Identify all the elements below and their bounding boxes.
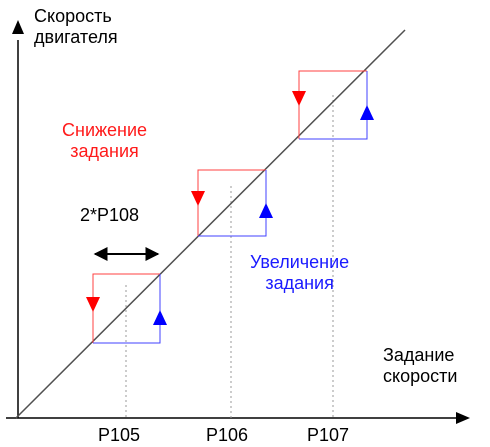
speed-diagonal (15, 29, 406, 419)
y-axis-label-line1: Скорость (34, 6, 112, 26)
y-axis-label: Скорость двигателя (34, 6, 118, 47)
decrease-path-2 (197, 169, 266, 236)
increase-path-1 (93, 274, 161, 344)
up-arrow-icon (360, 105, 374, 120)
tick-label-p107: P107 (307, 425, 350, 445)
y-axis-label-line2: двигателя (34, 26, 118, 47)
decrease-label-line1: Снижение (62, 120, 148, 140)
down-arrow-icon (86, 297, 100, 312)
x-axis-label-line2: скорости (383, 365, 458, 386)
increase-label: Увеличение задания (250, 252, 349, 293)
x-axis-label-line1: Задание (383, 345, 455, 365)
decrease-label-line2: задания (70, 140, 139, 161)
tick-label-p106: P106 (206, 425, 249, 445)
increase-label-line1: Увеличение (250, 252, 350, 272)
up-arrow-icon (259, 203, 273, 218)
x-axis-arrow-icon (456, 412, 470, 424)
decrease-path-3 (298, 70, 367, 139)
up-arrow-icon (153, 310, 167, 325)
increase-path-3 (299, 71, 368, 140)
decrease-path-1 (92, 273, 160, 343)
tick-label-p105: P105 (98, 425, 141, 445)
hysteresis-label: 2*P108 (80, 205, 140, 225)
x-axis-label: Задание скорости (383, 345, 457, 386)
down-arrow-icon (292, 91, 306, 106)
increase-path-2 (198, 170, 267, 237)
down-arrow-icon (191, 191, 205, 206)
increase-label-line2: задания (265, 272, 334, 293)
decrease-label: Снижение задания (62, 120, 147, 161)
y-axis-arrow-icon (12, 20, 24, 34)
